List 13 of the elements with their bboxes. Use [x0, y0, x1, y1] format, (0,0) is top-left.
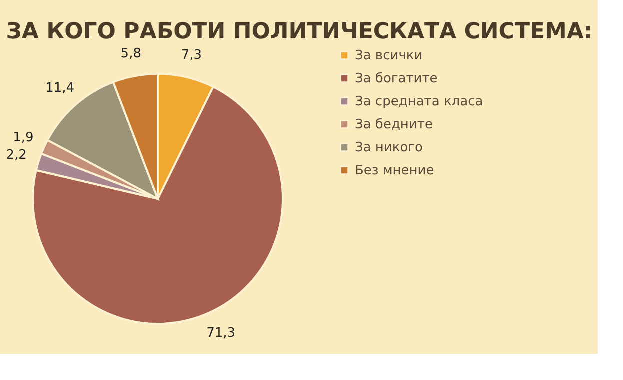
data-label: 5,8	[120, 46, 142, 62]
legend-label: За средната класа	[355, 94, 484, 110]
data-label: 1,9	[13, 130, 34, 146]
data-label: 11,4	[46, 81, 75, 96]
legend-label: За богатите	[355, 72, 438, 86]
legend-label: Без мнение	[355, 164, 434, 178]
legend-label: За всички	[355, 48, 423, 64]
chart-title: ЗА КОГО РАБОТИ ПОЛИТИЧЕСКАТА СИСТЕМА:	[6, 19, 593, 44]
legend-label: За бедните	[355, 118, 433, 132]
data-label: 7,3	[181, 48, 202, 63]
data-label: 2,2	[6, 148, 27, 164]
data-label: 71,3	[206, 326, 236, 341]
legend-label: За никого	[355, 140, 424, 156]
